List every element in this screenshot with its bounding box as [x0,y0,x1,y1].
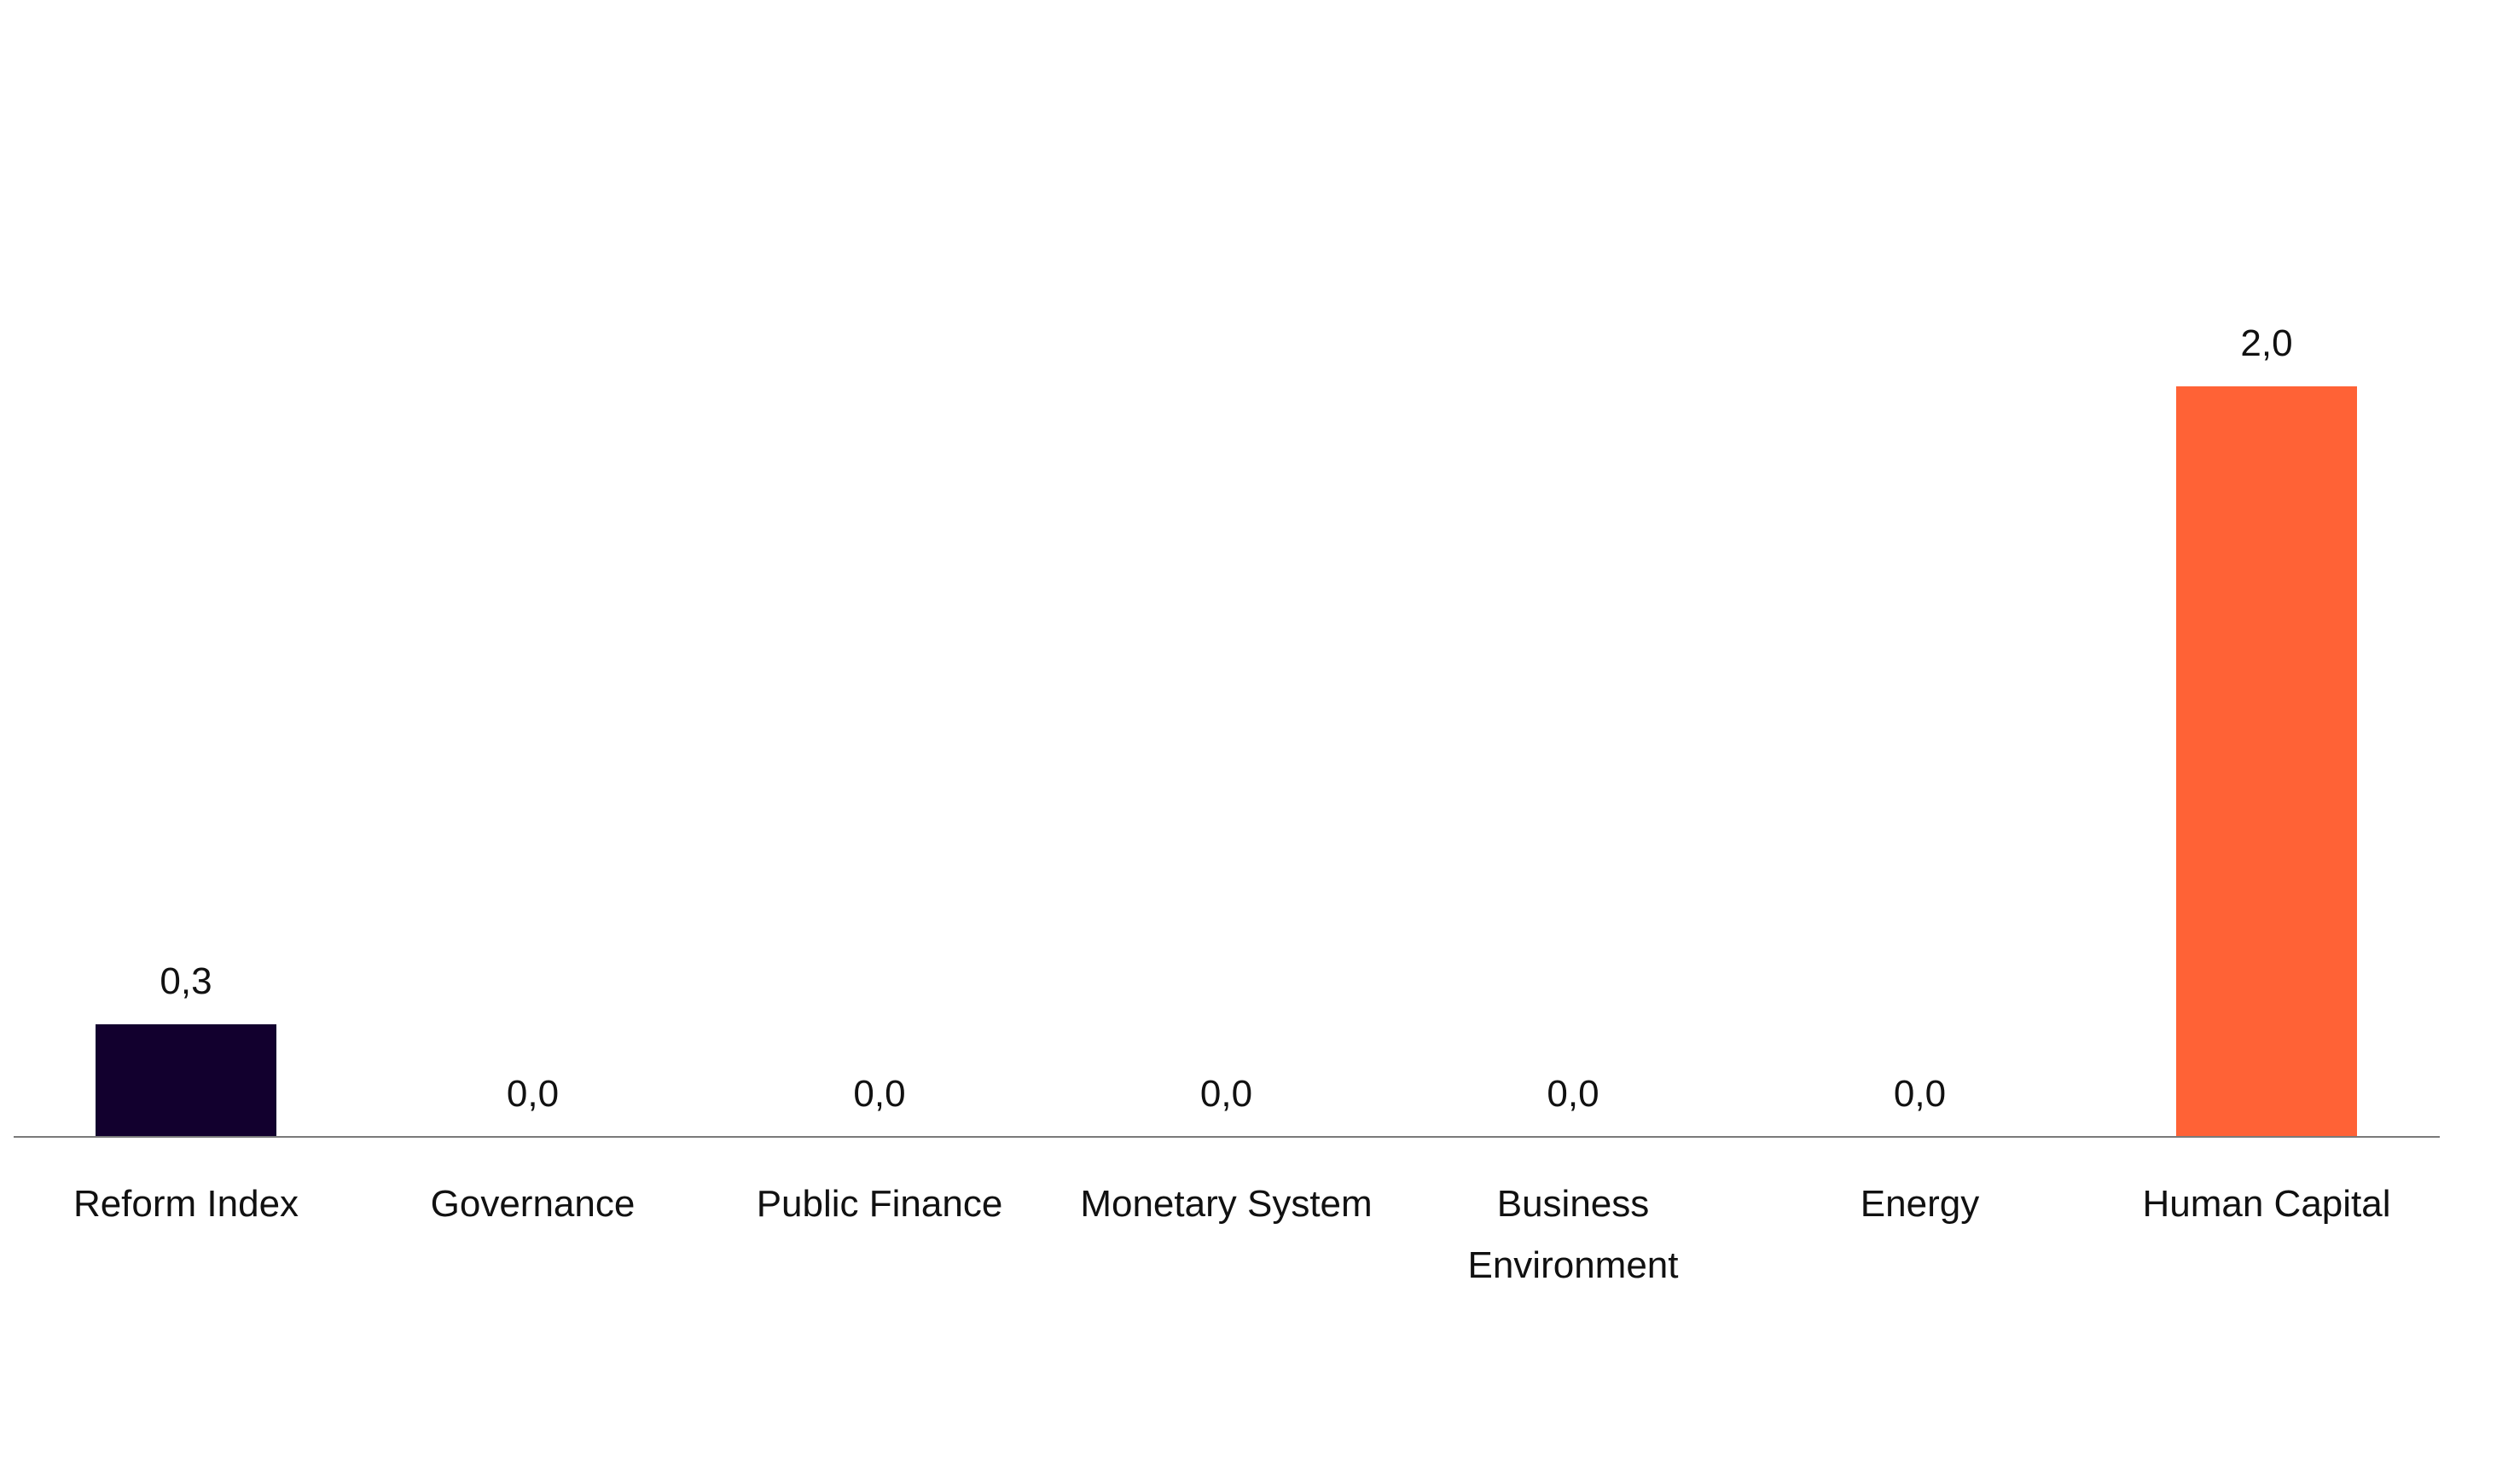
x-tick-label-4-line-0: Business [1497,1183,1650,1225]
bar-value-label-0: 0,3 [160,960,212,1002]
x-tick-label-5: Energy [1861,1183,1979,1225]
value-labels-group: 0,3 0,0 0,0 0,0 0,0 0,0 2,0 [160,322,2292,1115]
x-tick-label-3: Monetary System [1080,1183,1372,1225]
x-tick-label-4-line-1: Environment [1467,1244,1678,1286]
x-tick-label-0: Reform Index [73,1183,299,1225]
bar-value-label-4: 0,0 [1547,1073,1599,1115]
x-tick-label-2: Public Finance [757,1183,1003,1225]
bar-value-label-3: 0,0 [1200,1073,1252,1115]
bar-6 [2176,386,2357,1137]
bar-value-label-5: 0,0 [1894,1073,1946,1115]
x-tick-labels-group: Reform Index Governance Public Finance Mone… [73,1183,2391,1286]
bars-group [96,386,2357,1137]
bar-value-label-6: 2,0 [2240,322,2292,364]
x-tick-label-6: Human Capital [2142,1183,2390,1225]
bar-0 [96,1024,276,1137]
bar-value-label-1: 0,0 [507,1073,559,1115]
bar-value-label-2: 0,0 [853,1073,905,1115]
x-tick-label-1: Governance [431,1183,636,1225]
